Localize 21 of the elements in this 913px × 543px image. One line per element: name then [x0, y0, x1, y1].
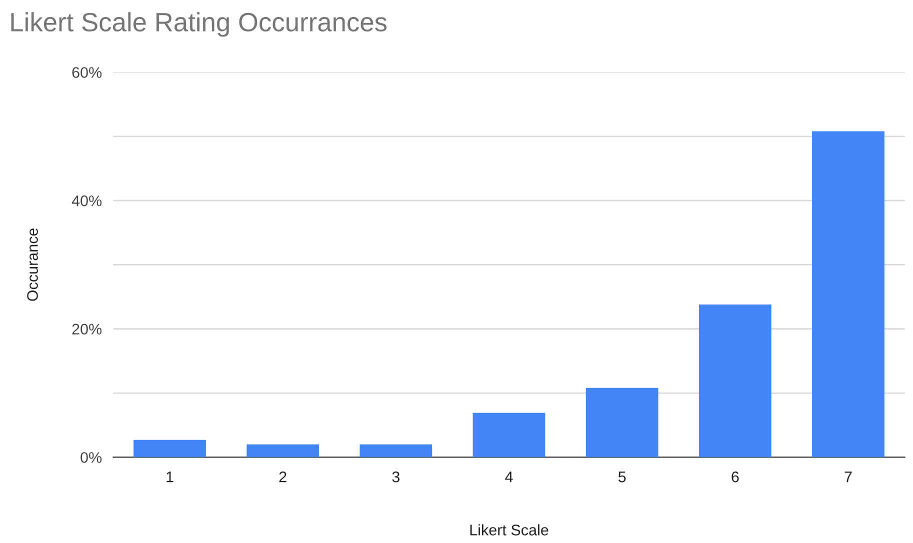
y-tick-label: 40%: [72, 195, 102, 206]
y-tick-label: 0%: [80, 452, 102, 463]
bar: [812, 131, 884, 458]
x-tick-label: 5: [618, 472, 626, 482]
bar: [360, 444, 432, 458]
bar: [472, 412, 546, 458]
bar: [246, 444, 320, 458]
x-tick-label: 4: [505, 472, 513, 482]
y-tick-label: 60%: [72, 67, 102, 78]
bar: [134, 440, 206, 458]
x-tick-label: 7: [844, 472, 852, 482]
y-tick-label: 20%: [72, 324, 102, 335]
x-tick-label: 1: [166, 472, 174, 482]
x-tick-label: 3: [392, 472, 400, 482]
bar: [698, 304, 772, 458]
x-tick-label: 2: [279, 472, 286, 482]
y-axis-title: Occurance: [27, 228, 38, 301]
bar: [586, 388, 658, 458]
x-axis-title: Likert Scale: [470, 524, 548, 536]
chart-title: Likert Scale Rating Occurrances: [11, 12, 387, 37]
x-tick-label: 6: [732, 472, 739, 482]
